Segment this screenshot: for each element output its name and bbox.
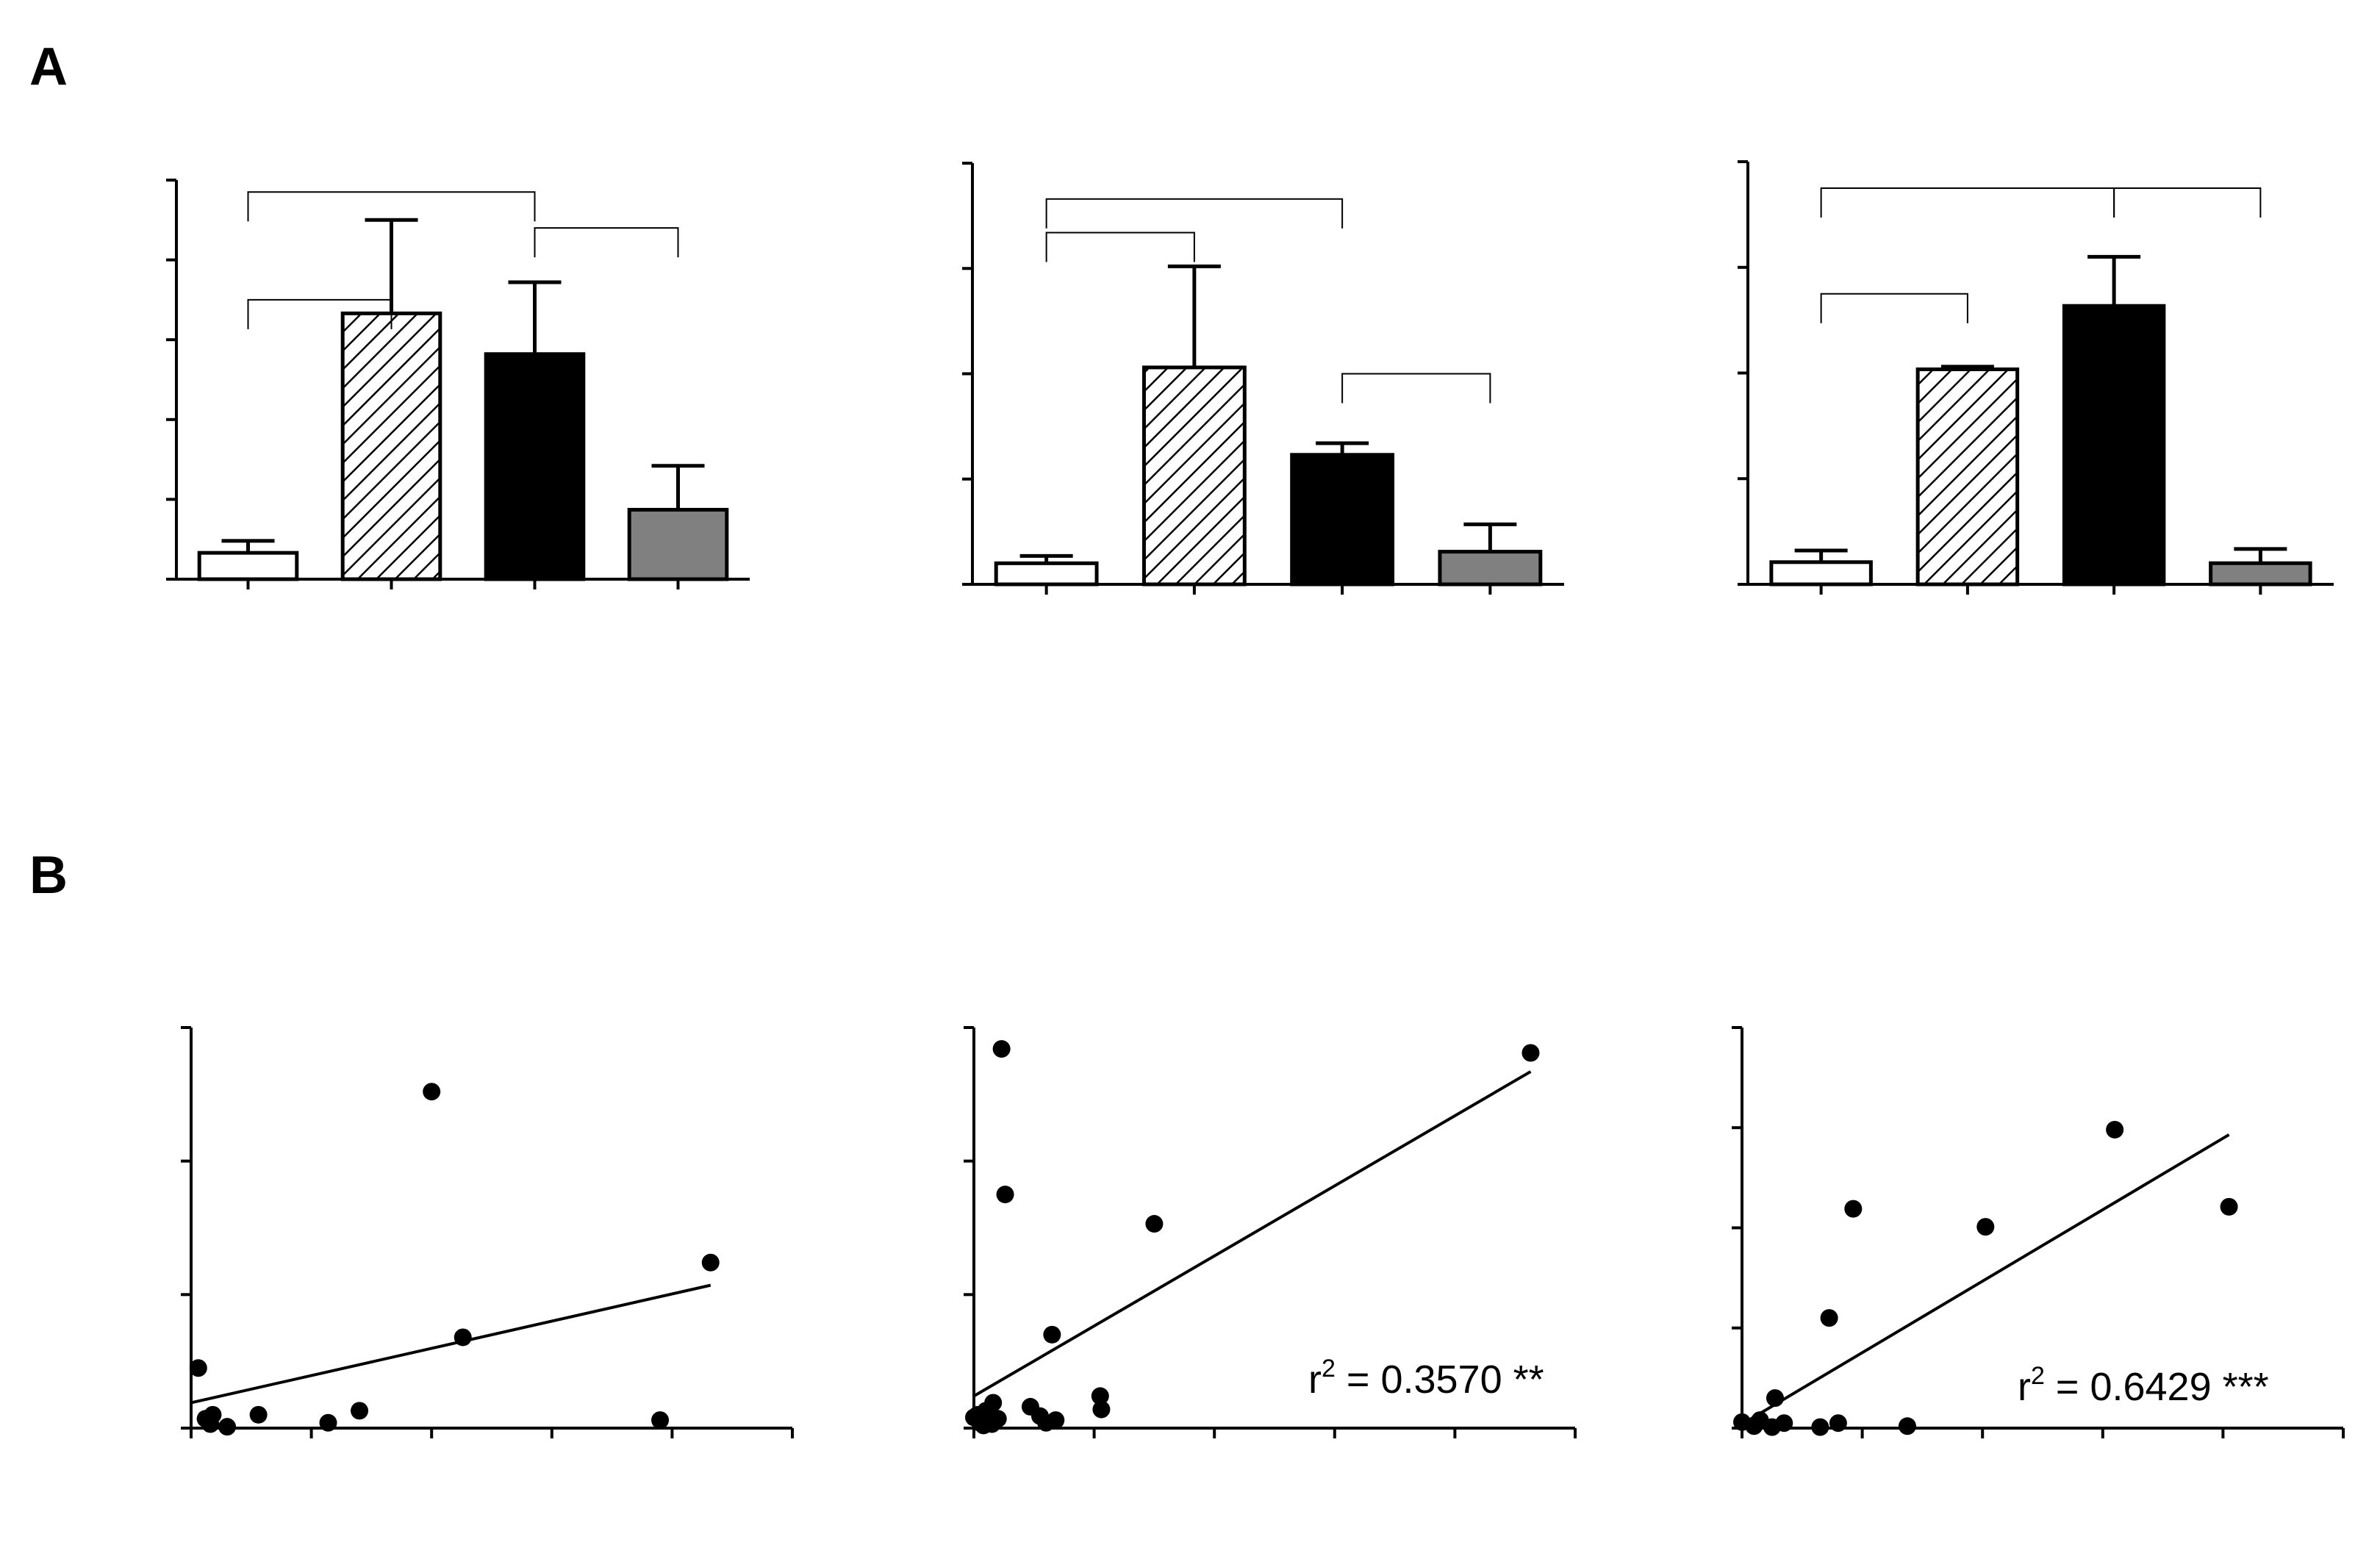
significance-bracket bbox=[1820, 187, 2115, 218]
data-point bbox=[1047, 1411, 1065, 1430]
significance-bracket bbox=[1820, 293, 1968, 323]
data-point bbox=[1521, 1044, 1540, 1062]
charts-container: r2 = 0.3570 ** r2 = 0.6429 *** bbox=[166, 160, 2345, 1438]
significance-bracket bbox=[1045, 232, 1195, 262]
data-point bbox=[1820, 1309, 1838, 1327]
bar-hx-chetomin bbox=[627, 508, 729, 581]
bar-nx-dmog bbox=[1141, 365, 1247, 587]
r-squared-symbol: r bbox=[2018, 1365, 2031, 1409]
r-squared-symbol: r bbox=[1308, 1358, 1322, 1402]
r-squared-value: = 0.6429 *** bbox=[2045, 1365, 2269, 1409]
significance-bracket bbox=[247, 191, 536, 222]
bar-nx-dmog bbox=[340, 311, 442, 581]
data-point bbox=[1811, 1418, 1829, 1436]
data-point bbox=[992, 1040, 1011, 1058]
data-point bbox=[1898, 1417, 1916, 1435]
data-point bbox=[249, 1405, 268, 1424]
data-point bbox=[984, 1394, 1003, 1412]
data-point bbox=[351, 1402, 369, 1420]
data-point bbox=[1775, 1414, 1793, 1433]
bar-chart-g196 bbox=[1738, 160, 2334, 595]
data-point bbox=[996, 1186, 1014, 1204]
data-point bbox=[989, 1410, 1007, 1428]
scatter-chart-g63 bbox=[181, 1026, 794, 1438]
r-squared-superscript: 2 bbox=[2031, 1362, 2045, 1390]
bar-hx-chetomin bbox=[1438, 550, 1543, 587]
data-point bbox=[2106, 1120, 2124, 1139]
data-point bbox=[2220, 1197, 2238, 1216]
bar-hx-chetomin bbox=[2209, 561, 2312, 587]
r-squared-annotation: r2 = 0.6429 *** bbox=[2018, 1362, 2269, 1409]
data-point bbox=[218, 1418, 237, 1436]
significance-bracket bbox=[247, 298, 393, 329]
data-point bbox=[1091, 1387, 1109, 1405]
data-point bbox=[1829, 1414, 1847, 1433]
r-squared-annotation: r2 = 0.3570 ** bbox=[1308, 1355, 1544, 1402]
regression-line bbox=[972, 1070, 1532, 1398]
regression-line bbox=[190, 1283, 712, 1405]
bar-nx bbox=[994, 561, 1099, 587]
significance-bracket bbox=[1045, 198, 1344, 229]
data-point bbox=[319, 1413, 337, 1432]
bar-hx bbox=[484, 352, 586, 581]
data-point bbox=[1145, 1215, 1164, 1233]
bar-chart-g178 bbox=[962, 162, 1564, 595]
data-point bbox=[454, 1328, 472, 1347]
bar-nx-dmog bbox=[1915, 367, 2020, 587]
data-point bbox=[1844, 1200, 1863, 1218]
r-squared-value: = 0.3570 ** bbox=[1336, 1358, 1544, 1402]
data-point bbox=[1766, 1389, 1784, 1408]
r-squared-superscript: 2 bbox=[1322, 1355, 1336, 1383]
bar-hx bbox=[1290, 453, 1395, 587]
bar-chart-g63 bbox=[166, 179, 750, 589]
data-point bbox=[204, 1405, 222, 1424]
data-point bbox=[701, 1253, 720, 1272]
significance-bracket bbox=[534, 227, 679, 258]
data-point bbox=[1092, 1400, 1111, 1419]
bar-nx bbox=[197, 551, 299, 581]
panel-letter-b: B bbox=[29, 846, 68, 905]
data-point bbox=[189, 1359, 207, 1377]
data-point bbox=[1043, 1325, 1061, 1344]
regression-line bbox=[1741, 1133, 2230, 1426]
scatter-chart-g196: r2 = 0.6429 *** bbox=[1732, 1026, 2345, 1438]
data-point bbox=[651, 1411, 670, 1430]
significance-bracket bbox=[1341, 373, 1491, 404]
panel-letter-a: A bbox=[29, 37, 68, 96]
data-point bbox=[1976, 1218, 1995, 1236]
significance-bracket bbox=[2113, 187, 2262, 218]
data-point bbox=[423, 1083, 441, 1101]
bar-nx bbox=[1769, 560, 1873, 587]
scatter-chart-g178: r2 = 0.3570 ** bbox=[964, 1026, 1577, 1438]
bar-hx bbox=[2062, 304, 2166, 587]
